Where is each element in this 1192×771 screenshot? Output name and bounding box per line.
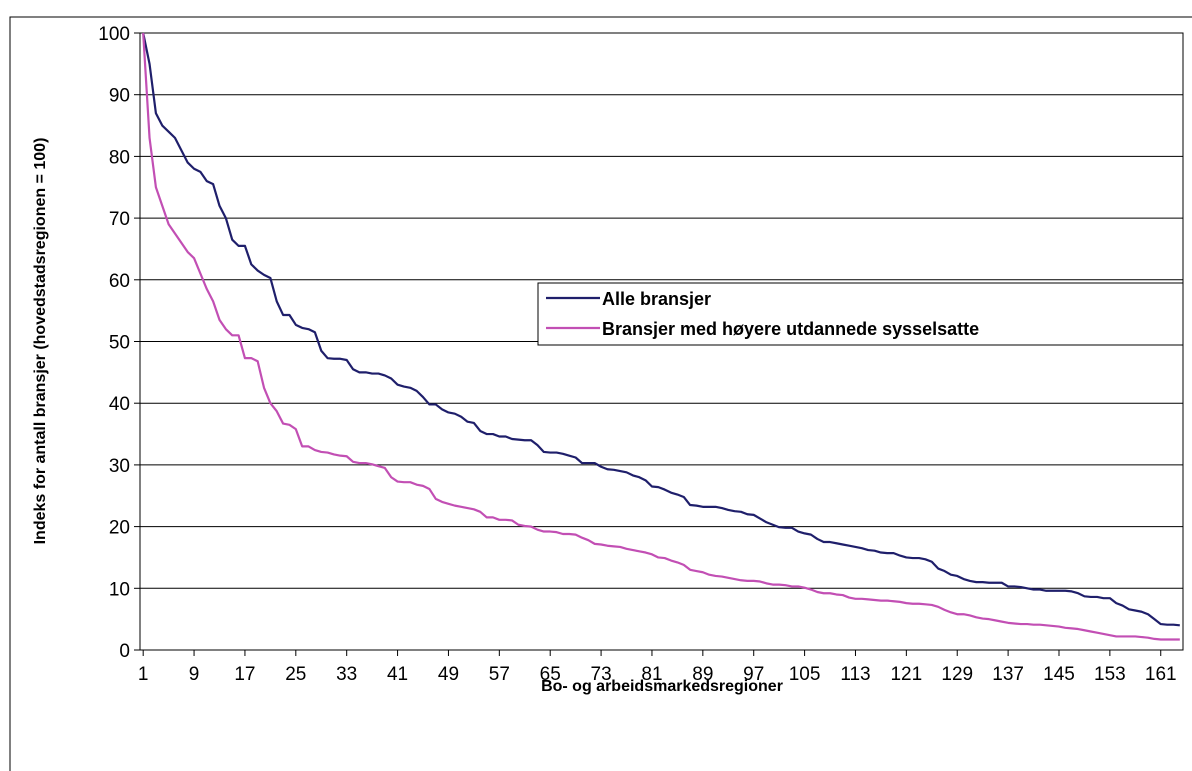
y-tick-label: 20 [109, 518, 130, 539]
y-tick-label: 0 [119, 641, 130, 662]
x-tick-label: 81 [641, 664, 662, 685]
y-tick-label: 50 [109, 333, 130, 354]
y-tick-label: 70 [109, 209, 130, 230]
x-tick-label: 121 [890, 664, 922, 685]
x-axis-title: Bo- og arbeidsmarkedsregioner [541, 678, 783, 695]
line-series [142, 32, 1180, 627]
y-tick-label: 90 [109, 86, 130, 107]
x-tick-label: 25 [285, 664, 306, 685]
y-axis-title: Indeks for antall bransjer (hovedstadsre… [32, 138, 49, 545]
x-tick-label: 73 [591, 664, 612, 685]
x-tick-label: 161 [1145, 664, 1177, 685]
legend-box [537, 282, 1184, 346]
x-tick-label: 137 [992, 664, 1024, 685]
x-tick-label: 105 [789, 664, 821, 685]
legend-label: Bransjer med høyere utdannede sysselsatt… [602, 319, 979, 339]
x-tick-label: 49 [438, 664, 459, 685]
x-tick-label: 41 [387, 664, 408, 685]
x-tick-label: 129 [941, 664, 973, 685]
x-tick-label: 145 [1043, 664, 1075, 685]
x-tick-label: 57 [489, 664, 510, 685]
x-tick-label: 17 [234, 664, 255, 685]
chart-frame [9, 16, 1192, 771]
y-tick-label: 100 [98, 24, 130, 45]
x-tick-label: 89 [692, 664, 713, 685]
x-tick-label: 1 [138, 664, 149, 685]
x-tick-label: 153 [1094, 664, 1126, 685]
y-tick-label: 40 [109, 394, 130, 415]
y-tick-label: 60 [109, 271, 130, 292]
x-tick-label: 65 [540, 664, 561, 685]
y-tick-label: 10 [109, 579, 130, 600]
y-tick-label: 30 [109, 456, 130, 477]
line-series [142, 32, 1180, 641]
x-tick-label: 33 [336, 664, 357, 685]
x-tick-label: 97 [743, 664, 764, 685]
x-tick-label: 9 [189, 664, 200, 685]
x-tick-label: 113 [840, 664, 870, 685]
y-tick-label: 80 [109, 147, 130, 168]
legend-label: Alle bransjer [602, 289, 711, 309]
